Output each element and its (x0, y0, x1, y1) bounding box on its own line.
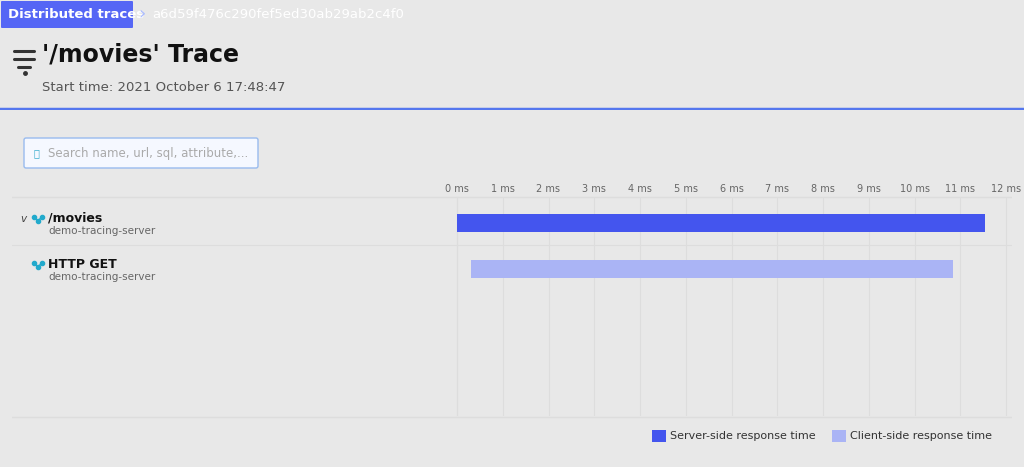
Text: 10 ms: 10 ms (899, 184, 930, 194)
Text: v: v (20, 214, 27, 224)
Bar (831, 430, 846, 442)
Text: 🔍: 🔍 (34, 148, 40, 158)
Text: HTTP GET: HTTP GET (48, 257, 117, 270)
Text: 0 ms: 0 ms (445, 184, 469, 194)
Text: Distributed traces: Distributed traces (8, 7, 144, 21)
Text: 6 ms: 6 ms (720, 184, 743, 194)
Text: a6d59f476c290fef5ed30ab29ab2c4f0: a6d59f476c290fef5ed30ab29ab2c4f0 (152, 7, 403, 21)
Text: demo-tracing-server: demo-tracing-server (48, 272, 156, 282)
Text: Client-side response time: Client-side response time (850, 431, 992, 441)
Text: Start time: 2021 October 6 17:48:47: Start time: 2021 October 6 17:48:47 (42, 80, 286, 93)
FancyBboxPatch shape (24, 138, 258, 168)
Text: 8 ms: 8 ms (811, 184, 835, 194)
Bar (652, 430, 666, 442)
Text: 12 ms: 12 ms (991, 184, 1021, 194)
Text: '/movies' Trace: '/movies' Trace (42, 42, 239, 66)
Text: 4 ms: 4 ms (628, 184, 652, 194)
Text: demo-tracing-server: demo-tracing-server (48, 226, 156, 236)
Text: 1 ms: 1 ms (490, 184, 515, 194)
Text: 5 ms: 5 ms (674, 184, 697, 194)
Text: Search name, url, sql, attribute,...: Search name, url, sql, attribute,... (48, 147, 248, 160)
Text: 3 ms: 3 ms (583, 184, 606, 194)
Text: 2 ms: 2 ms (537, 184, 560, 194)
FancyBboxPatch shape (1, 1, 133, 28)
Text: 9 ms: 9 ms (857, 184, 881, 194)
Text: 11 ms: 11 ms (945, 184, 975, 194)
Text: ›: › (138, 5, 145, 23)
Text: 7 ms: 7 ms (765, 184, 790, 194)
Text: Server-side response time: Server-side response time (670, 431, 816, 441)
Bar (457, 214, 985, 232)
Text: /movies: /movies (48, 212, 102, 225)
Bar (471, 260, 953, 278)
